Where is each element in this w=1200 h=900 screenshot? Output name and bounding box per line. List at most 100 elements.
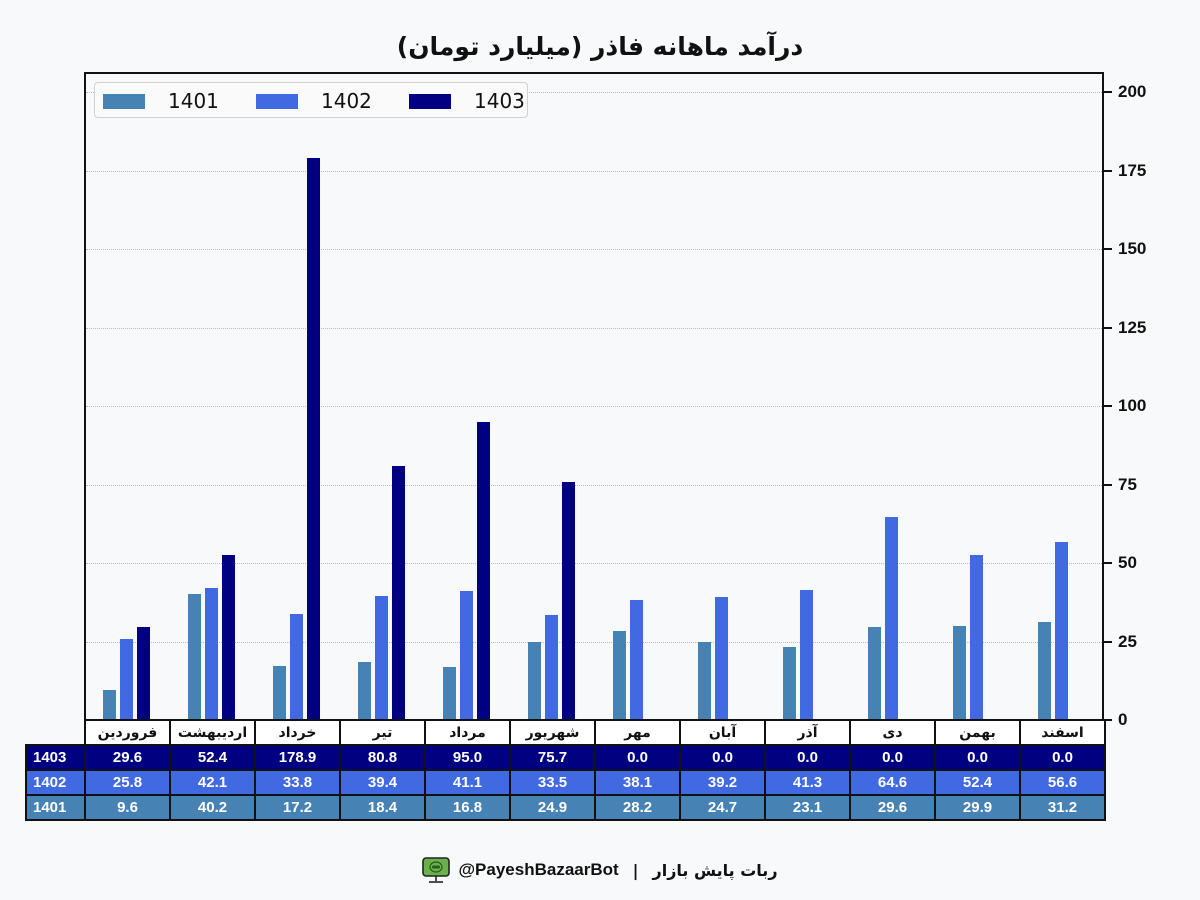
month-header: اسفند <box>1019 719 1106 746</box>
table-cell: 31.2 <box>1019 794 1106 821</box>
bar-1402 <box>375 596 388 720</box>
y-tick <box>1104 562 1112 564</box>
bar-1401 <box>273 666 286 720</box>
month-header: تیر <box>339 719 426 746</box>
bar-1402 <box>630 600 643 720</box>
table-cell: 9.6 <box>84 794 171 821</box>
bar-1401 <box>358 662 371 720</box>
gridline <box>86 563 1102 564</box>
table-cell: 17.2 <box>254 794 341 821</box>
brand-name: ربات پایش بازار <box>652 860 778 880</box>
table-cell: 29.6 <box>849 794 936 821</box>
month-header: مرداد <box>424 719 511 746</box>
bar-1401 <box>443 667 456 720</box>
bar-1402 <box>205 587 218 720</box>
table-cell: 80.8 <box>339 744 426 771</box>
month-header: خرداد <box>254 719 341 746</box>
legend-label: 1401 <box>168 89 219 113</box>
table-cell: 24.7 <box>679 794 766 821</box>
table-corner <box>26 720 86 745</box>
gridline <box>86 327 1102 329</box>
bar-1401 <box>103 689 116 720</box>
legend-swatch-1402 <box>256 93 298 109</box>
bar-1402 <box>545 614 558 720</box>
y-tick <box>1104 405 1112 407</box>
bar-1401 <box>868 627 881 720</box>
bar-1402 <box>970 555 983 720</box>
y-tick-label: 25 <box>1118 631 1137 651</box>
table-cell: 16.8 <box>424 794 511 821</box>
y-tick-label: 0 <box>1118 710 1128 729</box>
footer: @PayeshBazaarBot | ربات پایش بازار <box>0 856 1200 884</box>
table-cell: 56.6 <box>1019 769 1106 796</box>
table-cell: 29.9 <box>934 794 1021 821</box>
table-cell: 52.4 <box>934 769 1021 796</box>
bar-1403 <box>137 627 150 720</box>
table-cell: 0.0 <box>594 744 681 771</box>
table-cell: 0.0 <box>849 744 936 771</box>
y-tick-label: 75 <box>1118 474 1137 494</box>
y-tick-label: 50 <box>1118 553 1137 572</box>
bar-1401 <box>528 641 541 720</box>
month-header: آذر <box>764 719 851 746</box>
legend-label: 1402 <box>321 89 372 113</box>
gridline <box>86 249 1102 250</box>
bar-1402 <box>715 596 728 720</box>
y-tick <box>1104 248 1112 250</box>
month-header: دی <box>849 719 936 746</box>
data-table: فروردین اردیبهشت خرداد تیر مرداد شهریور مهر آبا… <box>25 719 1106 821</box>
gridline <box>86 406 1102 407</box>
bar-1402 <box>460 590 473 720</box>
gridline <box>86 641 1102 643</box>
table-cell: 64.6 <box>849 769 936 796</box>
table-row-1401: 1401 9.6 40.2 17.2 18.4 16.8 24.9 28.2 24.7 23.1 2… <box>25 794 1106 821</box>
gridline <box>86 92 1102 93</box>
table-cell: 33.8 <box>254 769 341 796</box>
y-tick-label: 200 <box>1118 82 1147 101</box>
row-label: 1401 <box>25 794 86 821</box>
legend-swatch-1401 <box>103 93 145 109</box>
table-row-1402: 1402 25.8 42.1 33.8 39.4 41.1 33.5 38.1 39.2 41.3… <box>25 769 1106 796</box>
table-cell: 178.9 <box>254 744 341 771</box>
table-cell: 0.0 <box>764 744 851 771</box>
bar-1402 <box>1055 542 1068 720</box>
plot-area <box>84 72 1104 720</box>
y-tick <box>1104 326 1112 329</box>
bar-1402 <box>120 639 133 720</box>
table-cell: 41.1 <box>424 769 511 796</box>
y-axis-line <box>1102 72 1104 722</box>
y-tick-label: 150 <box>1118 239 1147 258</box>
table-cell: 24.9 <box>509 794 596 821</box>
month-header: آبان <box>679 719 766 746</box>
table-cell: 25.8 <box>84 769 171 796</box>
table-cell: 23.1 <box>764 794 851 821</box>
y-tick-label: 175 <box>1118 160 1147 180</box>
bar-1403 <box>392 466 405 720</box>
table-cell: 18.4 <box>339 794 426 821</box>
table-row-1403: 1403 29.6 52.4 178.9 80.8 95.0 75.7 0.0 0.0 0.0 0.… <box>25 744 1106 771</box>
legend-item-1401: 1401 <box>103 83 219 119</box>
table-cell: 52.4 <box>169 744 256 771</box>
table-header-row: فروردین اردیبهشت خرداد تیر مرداد شهریور مهر آبا… <box>26 719 1106 746</box>
bar-1401 <box>1038 622 1051 720</box>
y-tick <box>1104 483 1112 486</box>
table-cell: 95.0 <box>424 744 511 771</box>
bar-1401 <box>698 642 711 720</box>
bot-handle: @PayeshBazaarBot <box>458 860 619 879</box>
month-header: شهریور <box>509 719 596 746</box>
legend-item-1402: 1402 <box>256 83 372 119</box>
legend: 1401 1402 1403 <box>94 82 528 118</box>
legend-label: 1403 <box>474 89 525 113</box>
gridline <box>86 170 1102 172</box>
row-label: 1403 <box>25 744 86 771</box>
chart-title: درآمد ماهانه فاذر (میلیارد تومان) <box>396 32 804 61</box>
legend-swatch-1403 <box>409 93 451 109</box>
month-header: مهر <box>594 719 681 746</box>
gridline <box>86 484 1102 486</box>
y-tick <box>1104 719 1112 721</box>
table-cell: 0.0 <box>679 744 766 771</box>
row-label: 1402 <box>25 769 86 796</box>
bar-1401 <box>953 626 966 720</box>
table-cell: 39.4 <box>339 769 426 796</box>
table-cell: 0.0 <box>934 744 1021 771</box>
